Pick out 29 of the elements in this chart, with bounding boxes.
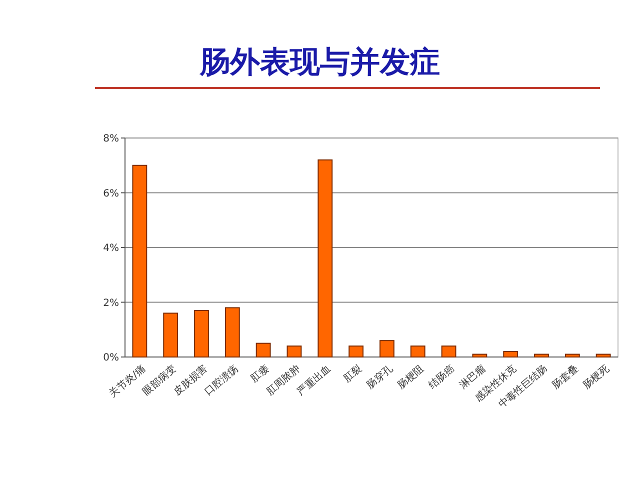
x-tick-label: 肠梗死 xyxy=(580,362,612,392)
bar xyxy=(534,354,549,358)
bar xyxy=(163,312,178,358)
bar xyxy=(318,159,333,358)
x-tick-label: 肠穿孔 xyxy=(364,362,396,392)
bar xyxy=(441,346,456,358)
x-tick-label: 肠梗阻 xyxy=(395,362,426,392)
bar xyxy=(132,164,148,358)
y-tick-label: 8% xyxy=(103,134,119,144)
bar xyxy=(194,310,209,358)
x-tick-label: 结肠癌 xyxy=(426,362,457,392)
bar xyxy=(380,340,394,358)
x-tick-label: 肛瘘 xyxy=(248,362,272,385)
bar xyxy=(596,354,611,358)
y-tick-label: 4% xyxy=(103,243,119,254)
y-tick-label: 2% xyxy=(103,298,119,309)
bar xyxy=(256,342,271,358)
bar xyxy=(348,346,364,358)
y-tick-label: 6% xyxy=(103,188,119,200)
y-tick-label: 0% xyxy=(103,352,119,364)
bar xyxy=(410,346,426,358)
bar xyxy=(286,346,302,358)
bar xyxy=(503,351,518,358)
bar xyxy=(224,307,240,358)
x-tick-label: 肠套叠 xyxy=(550,362,581,392)
bar xyxy=(472,354,488,358)
x-tick-label: 肛裂 xyxy=(341,362,364,385)
bar xyxy=(564,354,580,358)
chart-title: 肠外表现与并发症 xyxy=(199,45,440,80)
